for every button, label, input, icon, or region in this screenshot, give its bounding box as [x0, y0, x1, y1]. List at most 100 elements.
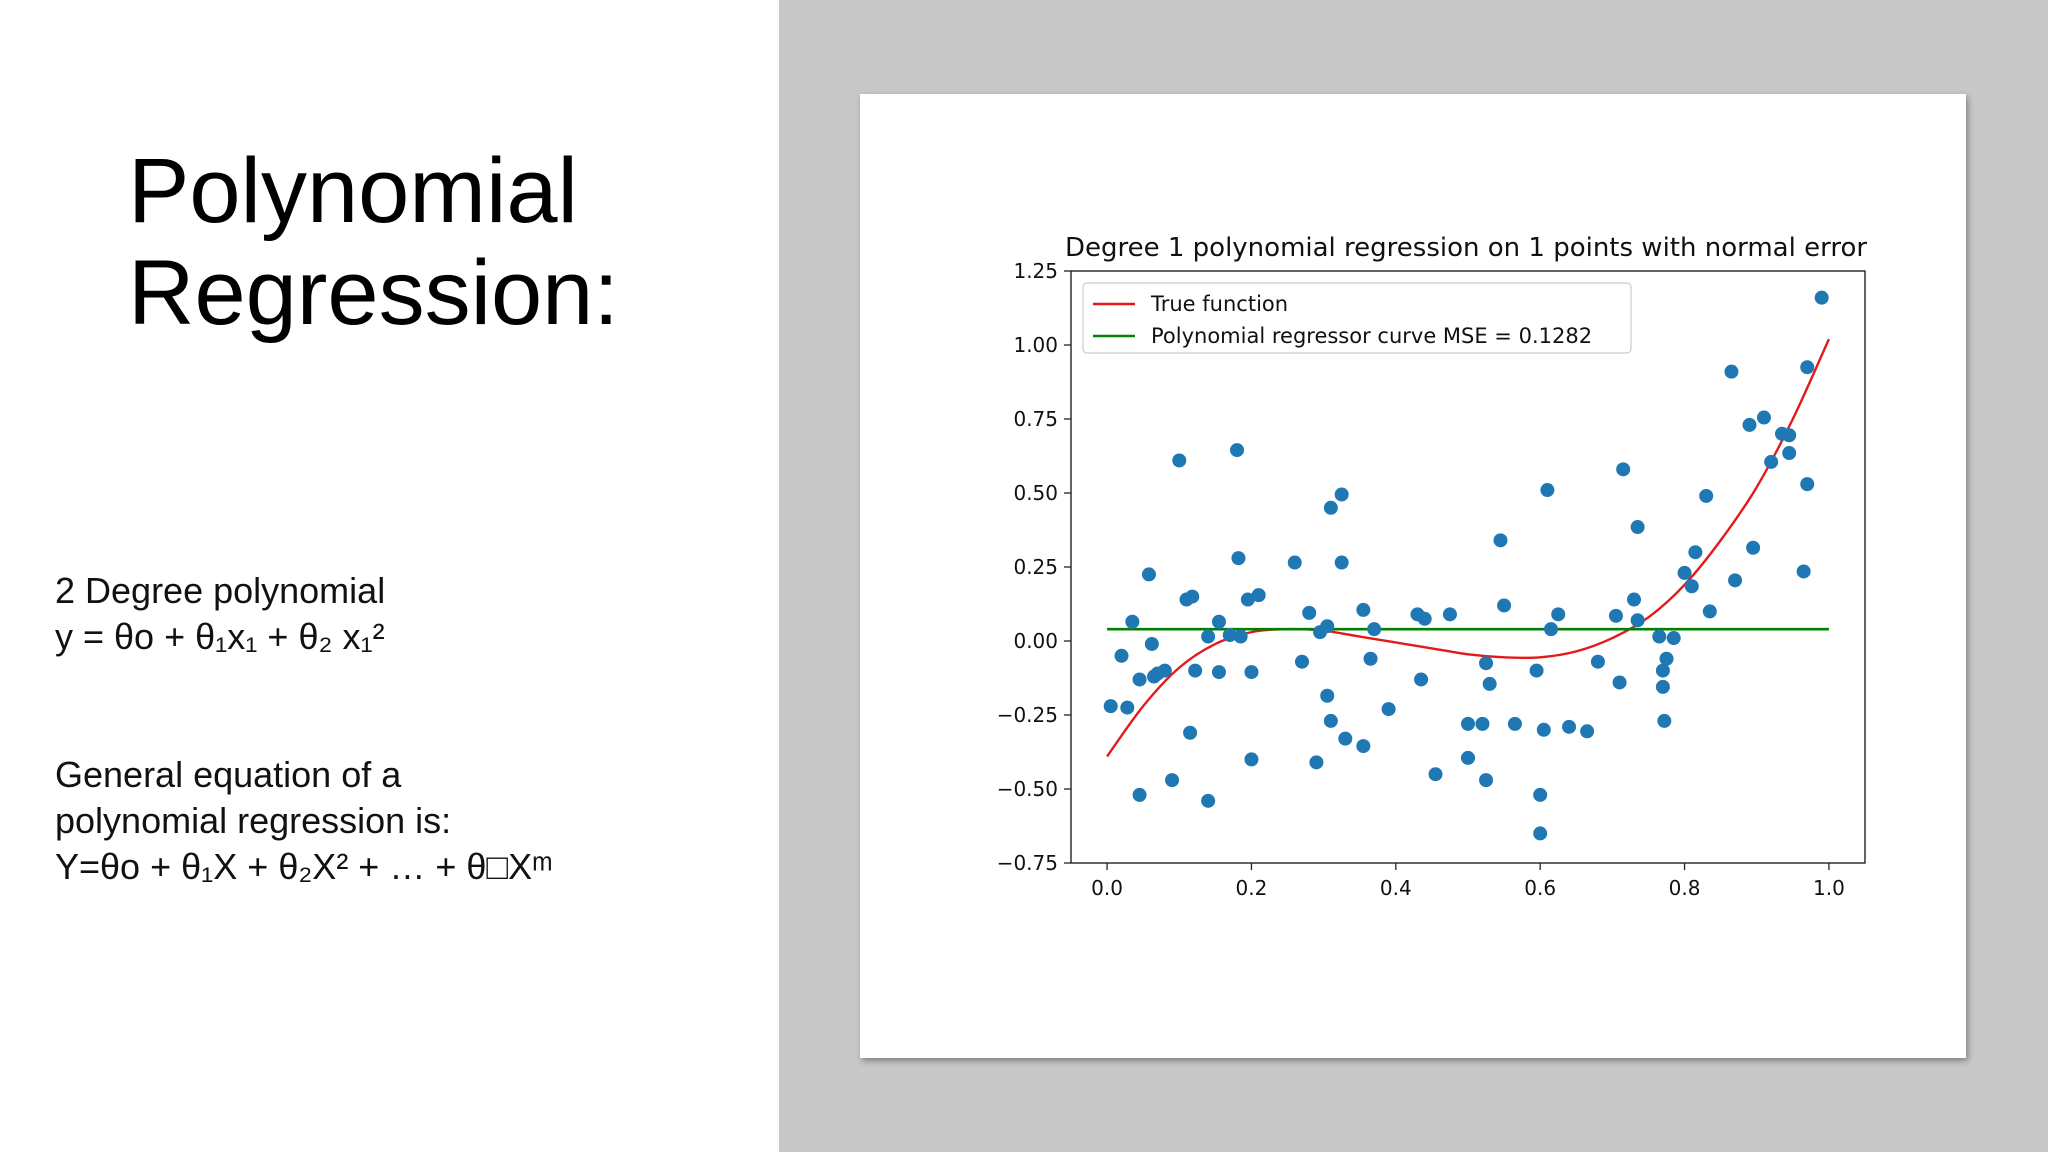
data-point — [1185, 589, 1200, 604]
data-point — [1652, 629, 1667, 644]
data-point — [1666, 631, 1681, 646]
legend-label-regressor: Polynomial regressor curve MSE = 0.1282 — [1151, 324, 1592, 348]
data-point — [1172, 453, 1187, 468]
data-point — [1334, 555, 1349, 570]
data-point — [1188, 663, 1203, 678]
general-equation: Y=θo + θ₁X + θ₂X² + … + θ□Xᵐ — [55, 846, 553, 887]
degree-equation: y = θo + θ₁x₁ + θ₂ x₁² — [55, 616, 385, 657]
data-point — [1157, 663, 1172, 678]
data-point — [1533, 787, 1548, 802]
data-point — [1132, 787, 1147, 802]
data-point — [1320, 619, 1335, 634]
data-point — [1367, 622, 1382, 637]
data-point — [1655, 679, 1670, 694]
data-point — [1251, 588, 1266, 603]
data-point — [1742, 417, 1757, 432]
data-point — [1659, 651, 1674, 666]
data-point — [1417, 611, 1432, 626]
data-point — [1244, 752, 1259, 767]
data-point — [1356, 739, 1371, 754]
y-tick-label: 0.25 — [1013, 555, 1058, 579]
data-point — [1590, 654, 1605, 669]
x-tick-label: 0.0 — [1091, 876, 1123, 900]
data-point — [1461, 750, 1475, 765]
data-point — [1442, 607, 1457, 622]
data-point — [1507, 716, 1522, 731]
data-point — [1800, 360, 1815, 375]
general-equation-block: General equation of a polynomial regress… — [55, 752, 553, 890]
data-point — [1616, 462, 1631, 477]
data-point — [1222, 628, 1237, 643]
data-point — [1728, 573, 1743, 588]
x-tick-label: 0.6 — [1524, 876, 1556, 900]
data-point — [1533, 826, 1548, 841]
data-point — [1702, 604, 1717, 619]
slide-title-line-2: Regression: — [128, 242, 619, 344]
data-point — [1529, 663, 1544, 678]
slide-title-line-1: Polynomial — [128, 140, 578, 242]
data-point — [1294, 654, 1309, 669]
y-tick-label: −0.50 — [997, 777, 1058, 801]
data-point — [1782, 446, 1797, 461]
data-point — [1475, 716, 1490, 731]
data-point — [1183, 725, 1198, 740]
chart-legend: True function Polynomial regressor curve … — [1082, 282, 1632, 354]
y-tick-label: −0.25 — [997, 703, 1058, 727]
data-point — [1132, 672, 1147, 687]
data-point — [1323, 500, 1338, 515]
general-line-1: General equation of a — [55, 754, 402, 795]
data-point — [1211, 614, 1226, 629]
data-point — [1334, 487, 1349, 502]
data-point — [1796, 564, 1811, 579]
data-point — [1482, 676, 1497, 691]
data-point — [1612, 675, 1627, 690]
data-point — [1724, 364, 1739, 379]
data-point — [1381, 702, 1396, 717]
data-point — [1580, 724, 1595, 739]
data-point — [1125, 614, 1140, 629]
data-point — [1688, 545, 1703, 560]
y-tick-label: 0.00 — [1013, 629, 1058, 653]
data-point — [1165, 773, 1180, 788]
data-point — [1338, 731, 1353, 746]
y-tick-label: −0.75 — [997, 851, 1058, 875]
data-point — [1699, 488, 1714, 503]
data-point — [1320, 688, 1335, 703]
data-point — [1244, 665, 1259, 680]
data-point — [1323, 713, 1338, 728]
chart-title: Degree 1 polynomial regression on 1 poin… — [1065, 233, 1867, 263]
slide-text-panel: Polynomial Regression: 2 Degree polynomi… — [0, 0, 779, 1152]
data-point — [1231, 551, 1246, 566]
data-point — [1746, 540, 1761, 555]
data-point — [1356, 602, 1371, 617]
data-point — [1493, 533, 1508, 548]
data-point — [1657, 713, 1672, 728]
regression-chart: Degree 1 polynomial regression on 1 poin… — [997, 233, 1868, 900]
data-point — [1120, 700, 1135, 715]
data-point — [1233, 629, 1248, 644]
data-point — [1287, 555, 1302, 570]
y-tick-label: 1.25 — [1013, 259, 1058, 283]
data-point — [1544, 622, 1559, 637]
y-tick-label: 1.00 — [1013, 333, 1058, 357]
data-point — [1756, 410, 1771, 425]
true-function-line — [1106, 338, 1831, 758]
legend-box — [1082, 282, 1632, 354]
data-point — [1677, 565, 1692, 580]
data-point — [1814, 290, 1829, 305]
data-point — [1363, 651, 1378, 666]
slide-title: Polynomial Regression: — [128, 140, 619, 344]
data-point — [1630, 613, 1645, 628]
data-point — [1800, 477, 1815, 492]
degree-heading: 2 Degree polynomial — [55, 570, 386, 611]
data-point — [1103, 699, 1118, 714]
plot-frame — [1070, 270, 1866, 864]
x-tick-label: 0.8 — [1669, 876, 1701, 900]
x-tick-label: 0.4 — [1380, 876, 1412, 900]
data-point — [1562, 719, 1577, 734]
data-point — [1479, 773, 1494, 788]
general-line-2: polynomial regression is: — [55, 800, 452, 841]
y-tick-label: 0.50 — [1013, 481, 1058, 505]
data-point — [1201, 629, 1216, 644]
data-point — [1428, 767, 1443, 782]
